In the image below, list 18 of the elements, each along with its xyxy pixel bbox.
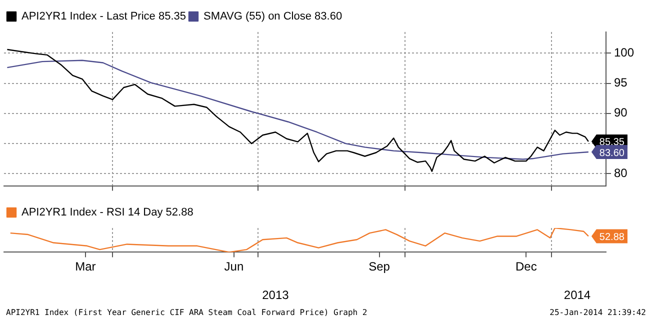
data-label: 83.60 [599, 148, 625, 159]
text: 25-Jan-2014 21:39:42 [550, 308, 646, 317]
x-tick-label: Mar [75, 260, 96, 274]
legend-label: API2YR1 Index - Last Price 85.35 [22, 10, 186, 23]
text: API2YR1 Index (First Year Generic CIF ARA Steam Coal Forward Price) Graph 2 [6, 308, 368, 317]
x2-tick-label: 2014 [564, 288, 591, 302]
legend-label: SMAVG (55) on Close 83.60 [203, 10, 342, 23]
x-tick-label: Sep [368, 260, 390, 274]
y-tick-label: 95 [614, 76, 628, 90]
legend-label: API2YR1 Index - RSI 14 Day 52.88 [22, 206, 194, 219]
x-tick-label: Dec [515, 260, 537, 274]
y-tick-label: 80 [614, 166, 628, 180]
annotation: 52.88 [599, 232, 625, 243]
x2-tick-label: 2013 [262, 288, 290, 302]
x-tick-label: Jun [224, 260, 244, 274]
data-label: 85.35 [599, 137, 625, 148]
y-tick-label: 90 [614, 106, 628, 120]
y-tick-label: 100 [614, 45, 634, 60]
